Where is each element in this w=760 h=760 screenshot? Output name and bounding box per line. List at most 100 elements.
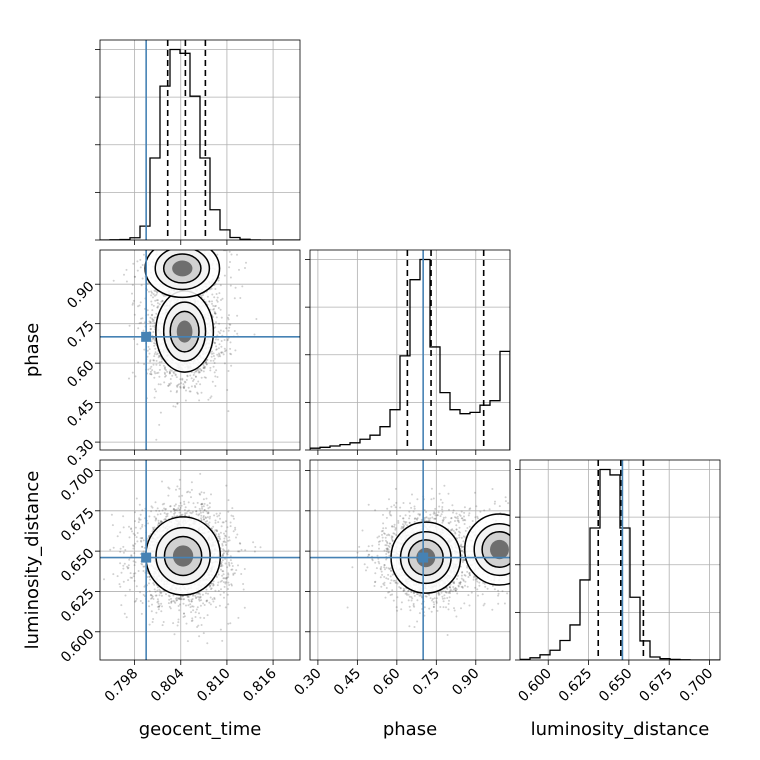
sample-point xyxy=(214,519,217,522)
sample-point xyxy=(206,642,209,645)
sample-point xyxy=(165,513,168,516)
sample-point xyxy=(209,603,212,606)
sample-point xyxy=(179,385,182,388)
sample-point xyxy=(436,514,439,517)
sample-point xyxy=(170,600,173,603)
sample-point xyxy=(159,411,162,414)
sample-point xyxy=(226,593,229,596)
sample-point xyxy=(196,626,199,628)
sample-point xyxy=(135,597,138,600)
sample-point xyxy=(122,564,125,567)
sample-point xyxy=(130,555,133,558)
sample-point xyxy=(159,591,162,594)
sample-point xyxy=(167,594,170,597)
sample-point xyxy=(214,385,217,387)
panel-frame xyxy=(309,249,511,451)
sample-point xyxy=(206,516,209,519)
sample-point xyxy=(220,340,223,342)
sample-point xyxy=(223,585,226,588)
sample-point xyxy=(472,576,475,579)
sample-point xyxy=(130,528,133,531)
sample-point xyxy=(143,348,146,351)
sample-point xyxy=(227,573,230,576)
sample-point xyxy=(160,610,163,613)
sample-point xyxy=(242,588,245,591)
sample-point xyxy=(200,376,203,379)
sample-point xyxy=(150,303,153,306)
sample-point xyxy=(226,339,229,342)
sample-point xyxy=(162,364,165,367)
panel-content xyxy=(346,484,527,636)
sample-point xyxy=(219,355,222,358)
sample-point xyxy=(207,507,210,510)
sample-point xyxy=(151,621,154,623)
sample-point xyxy=(174,511,177,514)
sample-point xyxy=(175,384,178,387)
sample-point xyxy=(212,525,215,528)
sample-point xyxy=(153,321,156,324)
sample-point xyxy=(230,583,233,586)
sample-point xyxy=(244,549,247,552)
sample-point xyxy=(131,576,133,579)
sample-point xyxy=(131,284,134,286)
sample-point xyxy=(148,228,150,230)
sample-point xyxy=(186,374,189,377)
sample-point xyxy=(159,521,162,524)
sample-point xyxy=(193,371,196,374)
sample-point xyxy=(234,528,237,531)
sample-point xyxy=(119,562,122,565)
sample-point xyxy=(126,567,129,570)
sample-point xyxy=(229,559,232,562)
sample-point xyxy=(152,582,155,585)
sample-point xyxy=(207,512,210,515)
sample-point xyxy=(123,612,126,615)
sample-point xyxy=(407,599,410,602)
sample-point xyxy=(158,605,160,608)
sample-point xyxy=(194,616,197,618)
sample-point xyxy=(215,293,218,295)
sample-point xyxy=(116,575,119,578)
sample-point xyxy=(174,503,177,506)
sample-point xyxy=(222,548,225,551)
sample-point xyxy=(179,598,182,601)
sample-point xyxy=(203,366,206,369)
sample-point xyxy=(182,241,184,243)
sample-point xyxy=(217,573,220,576)
sample-point xyxy=(164,366,167,369)
sample-point xyxy=(202,367,205,369)
sample-point xyxy=(223,362,226,365)
sample-point xyxy=(176,515,179,517)
sample-point xyxy=(210,244,212,246)
sample-point xyxy=(152,325,155,328)
sample-point xyxy=(525,559,527,561)
sample-point xyxy=(212,359,215,362)
sample-point xyxy=(230,568,233,571)
sample-point xyxy=(214,533,217,536)
sample-point xyxy=(206,614,209,617)
sample-point xyxy=(221,570,224,573)
sample-point xyxy=(463,559,466,561)
sample-point xyxy=(178,603,181,606)
sample-point xyxy=(141,264,144,266)
sample-point xyxy=(481,593,484,596)
sample-point xyxy=(131,530,133,533)
sample-point xyxy=(161,503,164,506)
sample-point xyxy=(200,294,203,297)
sample-point xyxy=(224,544,227,546)
sample-point xyxy=(200,514,203,517)
sample-point xyxy=(163,229,165,231)
sample-point xyxy=(132,575,135,578)
sample-point xyxy=(190,385,193,388)
sample-point xyxy=(155,438,158,441)
sample-point xyxy=(134,526,137,529)
sample-point xyxy=(128,324,131,327)
sample-point xyxy=(423,509,426,512)
sample-point xyxy=(141,537,144,539)
sample-point xyxy=(181,595,184,598)
sample-point xyxy=(223,532,225,535)
sample-point xyxy=(160,520,162,523)
sample-point xyxy=(200,517,203,520)
sample-point xyxy=(169,378,172,380)
sample-point xyxy=(124,549,127,551)
sample-point xyxy=(152,293,155,296)
